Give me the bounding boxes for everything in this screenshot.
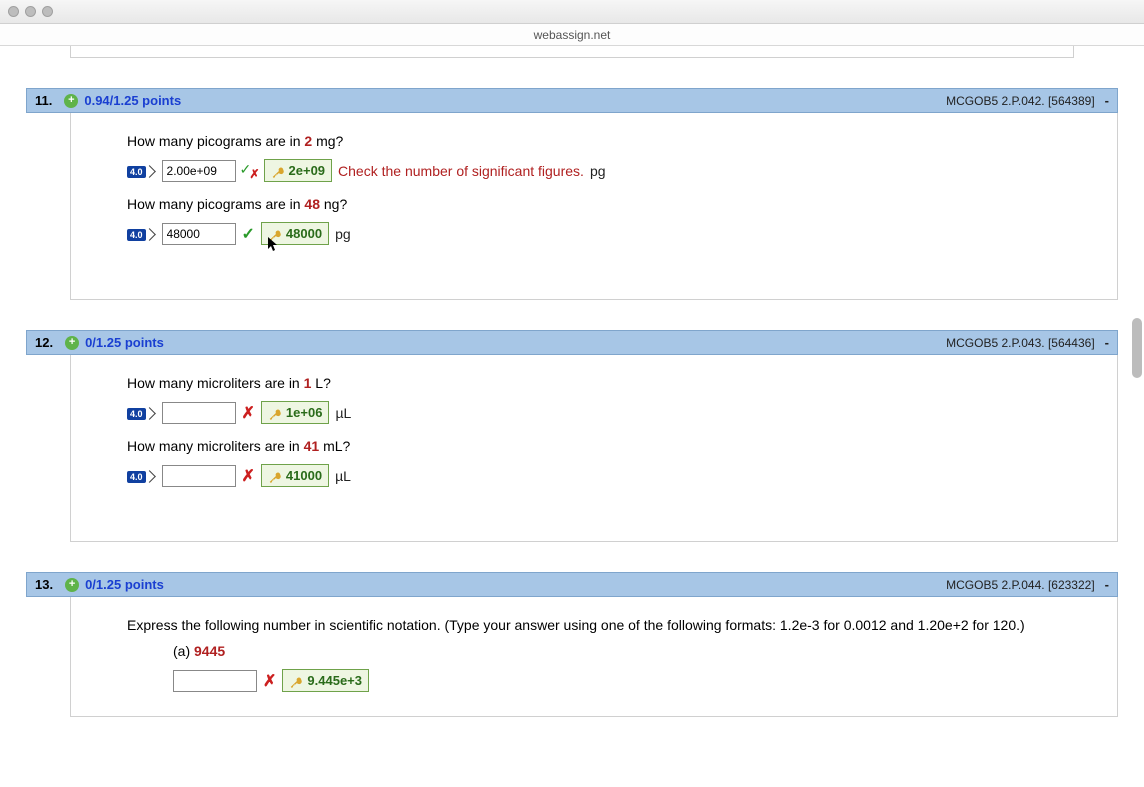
answer-line: 4.0 ✓✗ 2e+09 Check the number of signifi… xyxy=(127,159,1101,182)
key-icon xyxy=(271,164,285,178)
traffic-light-max[interactable] xyxy=(42,6,53,17)
answer-line: 4.0 ✗ 1e+06 µL xyxy=(127,401,1101,424)
collapse-icon[interactable]: - xyxy=(1105,577,1109,592)
wrong-icon: ✗ xyxy=(242,403,255,423)
tries-badge[interactable]: 4.0 xyxy=(127,163,156,178)
unit-label: µL xyxy=(335,468,351,484)
tries-badge[interactable]: 4.0 xyxy=(127,468,156,483)
highlight-value: 41 xyxy=(304,438,320,454)
question-block: 11. + 0.94/1.25 points MCGOB5 2.P.042. [… xyxy=(26,88,1118,300)
subpart-label: (a) 9445 xyxy=(173,643,1101,659)
answer-line: 4.0 ✓ 48000 pg xyxy=(127,222,1101,245)
collapse-icon[interactable]: - xyxy=(1105,93,1109,108)
prev-question-bottom xyxy=(70,46,1074,58)
answer-input[interactable] xyxy=(162,402,236,424)
traffic-light-close[interactable] xyxy=(8,6,19,17)
key-value: 9.445e+3 xyxy=(307,673,362,688)
unit-label: pg xyxy=(590,163,606,179)
page-content: 11. + 0.94/1.25 points MCGOB5 2.P.042. [… xyxy=(0,46,1144,787)
question-header: 11. + 0.94/1.25 points MCGOB5 2.P.042. [… xyxy=(26,88,1118,113)
text: mL? xyxy=(319,438,350,454)
subpart-letter: (a) xyxy=(173,643,190,659)
answer-input[interactable] xyxy=(173,670,257,692)
correct-icon: ✓ xyxy=(242,224,255,244)
answer-line: 4.0 ✗ 41000 µL xyxy=(127,464,1101,487)
partial-correct-icon: ✓✗ xyxy=(242,163,258,179)
question-intro: Express the following number in scientif… xyxy=(127,617,1101,633)
feedback-text: Check the number of significant figures. xyxy=(338,163,584,179)
answer-key[interactable]: 1e+06 xyxy=(261,401,330,424)
tries-badge[interactable]: 4.0 xyxy=(127,226,156,241)
question-text: How many microliters are in 1 L? xyxy=(127,375,1101,391)
question-number: 11. xyxy=(35,93,52,108)
traffic-light-min[interactable] xyxy=(25,6,36,17)
question-block: 13. + 0/1.25 points MCGOB5 2.P.044. [623… xyxy=(26,572,1118,717)
answer-key[interactable]: 48000 xyxy=(261,222,329,245)
subpart: (a) 9445 ✗ 9.445e+3 xyxy=(127,643,1101,692)
unit-label: pg xyxy=(335,226,351,242)
question-body: How many microliters are in 1 L? 4.0 ✗ 1… xyxy=(70,355,1118,542)
expand-icon[interactable]: + xyxy=(65,578,79,592)
unit-label: µL xyxy=(335,405,351,421)
wrong-icon: ✗ xyxy=(242,466,255,486)
key-icon xyxy=(289,674,303,688)
question-ref: MCGOB5 2.P.042. [564389] xyxy=(946,94,1095,108)
badge-text: 4.0 xyxy=(127,166,146,178)
text: How many picograms are in xyxy=(127,133,304,149)
question-text: How many picograms are in 48 ng? xyxy=(127,196,1101,212)
question-text: How many picograms are in 2 mg? xyxy=(127,133,1101,149)
answer-key[interactable]: 2e+09 xyxy=(264,159,333,182)
answer-key[interactable]: 9.445e+3 xyxy=(282,669,369,692)
expand-icon[interactable]: + xyxy=(64,94,78,108)
question-body: Express the following number in scientif… xyxy=(70,597,1118,717)
text: How many picograms are in xyxy=(127,196,304,212)
key-value: 1e+06 xyxy=(286,405,323,420)
highlight-value: 9445 xyxy=(194,643,225,659)
question-header: 12. + 0/1.25 points MCGOB5 2.P.043. [564… xyxy=(26,330,1118,355)
expand-icon[interactable]: + xyxy=(65,336,79,350)
answer-input[interactable] xyxy=(162,465,236,487)
question-text: How many microliters are in 41 mL? xyxy=(127,438,1101,454)
key-value: 48000 xyxy=(286,226,322,241)
question-header: 13. + 0/1.25 points MCGOB5 2.P.044. [623… xyxy=(26,572,1118,597)
highlight-value: 48 xyxy=(304,196,320,212)
window-titlebar xyxy=(0,0,1144,24)
question-score[interactable]: 0/1.25 points xyxy=(85,577,164,592)
tries-badge[interactable]: 4.0 xyxy=(127,405,156,420)
key-value: 41000 xyxy=(286,468,322,483)
answer-key[interactable]: 41000 xyxy=(261,464,329,487)
text: L? xyxy=(311,375,330,391)
question-number: 12. xyxy=(35,335,53,350)
question-score[interactable]: 0.94/1.25 points xyxy=(84,93,181,108)
scrollbar-thumb[interactable] xyxy=(1132,318,1142,378)
answer-input[interactable] xyxy=(162,160,236,182)
question-score[interactable]: 0/1.25 points xyxy=(85,335,164,350)
key-icon xyxy=(268,469,282,483)
badge-text: 4.0 xyxy=(127,471,146,483)
collapse-icon[interactable]: - xyxy=(1105,335,1109,350)
answer-input[interactable] xyxy=(162,223,236,245)
wrong-icon: ✗ xyxy=(263,671,276,691)
question-block: 12. + 0/1.25 points MCGOB5 2.P.043. [564… xyxy=(26,330,1118,542)
text: How many microliters are in xyxy=(127,375,304,391)
answer-line: ✗ 9.445e+3 xyxy=(173,669,1101,692)
question-ref: MCGOB5 2.P.043. [564436] xyxy=(946,336,1095,350)
question-ref: MCGOB5 2.P.044. [623322] xyxy=(946,578,1095,592)
question-body: How many picograms are in 2 mg? 4.0 ✓✗ 2… xyxy=(70,113,1118,300)
question-number: 13. xyxy=(35,577,53,592)
badge-text: 4.0 xyxy=(127,408,146,420)
badge-text: 4.0 xyxy=(127,229,146,241)
text: ng? xyxy=(320,196,347,212)
key-icon xyxy=(268,406,282,420)
text: mg? xyxy=(312,133,343,149)
url-bar: webassign.net xyxy=(0,24,1144,46)
key-icon xyxy=(268,227,282,241)
text: How many microliters are in xyxy=(127,438,304,454)
key-value: 2e+09 xyxy=(289,163,326,178)
